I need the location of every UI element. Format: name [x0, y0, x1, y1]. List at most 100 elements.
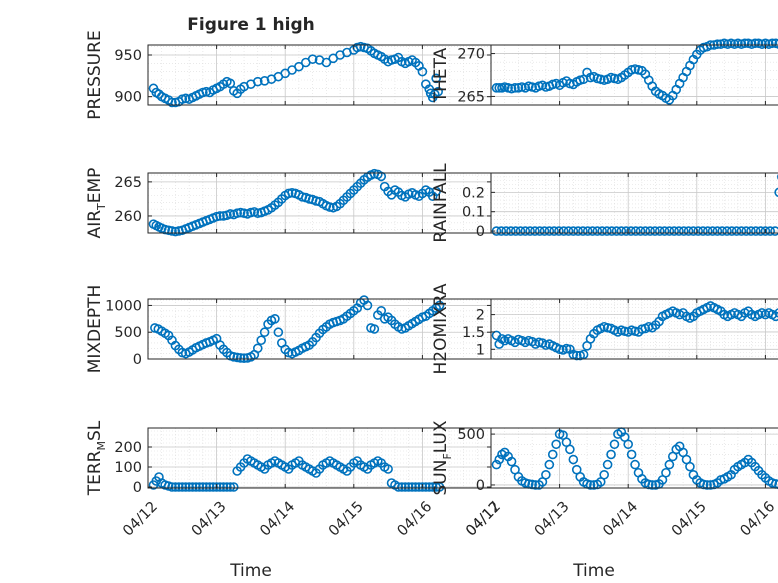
panel-7-data-point — [211, 482, 222, 492]
panel-4-data-point — [674, 226, 684, 236]
panel-7-y-tick-label: 100 — [114, 460, 142, 476]
panel-4-data-point — [659, 226, 670, 236]
panel-7-data-point — [434, 482, 445, 492]
panel-2-y-tick-label: 270 — [457, 47, 485, 63]
panel-7-data-point — [170, 482, 181, 492]
panel-4-data-point — [582, 226, 593, 236]
panel-5-y-tick-label: 0 — [133, 352, 142, 368]
panel-4-data-point — [678, 226, 689, 236]
panel-6-y-tick-label: 1 — [476, 342, 485, 358]
panel-8-data-point — [702, 480, 712, 490]
panel-4-data-point — [621, 226, 631, 236]
panel-6-y-tick-label: 1.5 — [462, 325, 485, 341]
panel-6-data-point — [774, 308, 778, 318]
panel-4-data-point — [534, 226, 545, 236]
panel-8-data-point — [602, 459, 613, 470]
panel-1-data-point — [307, 54, 318, 64]
panel-4-data-point — [520, 226, 531, 236]
panel-7-data-point — [180, 482, 191, 492]
panel-4-data-point — [750, 226, 761, 236]
panel-4-data-point — [702, 226, 713, 236]
panel-3-data-point — [215, 211, 225, 221]
panel-8-data-point — [647, 480, 658, 490]
panel-8-data-point — [661, 467, 671, 478]
panel-5-y-tick-label: 500 — [114, 325, 142, 341]
panel-2-y-axis-label: THETA — [431, 47, 451, 103]
panel-4-data-point — [573, 226, 583, 236]
panel-4-data-point — [597, 226, 607, 236]
panel-4-data-point — [549, 226, 559, 236]
panel-8-data-point — [551, 439, 561, 450]
panel-8-data-point — [609, 439, 620, 450]
panel-4-data-point — [760, 226, 771, 236]
panel-8-data-point — [494, 454, 505, 465]
panel-1-data-point — [252, 76, 263, 87]
panel-5-data-point — [235, 353, 246, 363]
panel-4-y-tick-label: 0.2 — [462, 185, 485, 201]
panel-4-data-point — [606, 226, 617, 236]
panel-4-data-point — [726, 226, 737, 236]
panel-4-y-tick-label: 0.1 — [462, 205, 485, 221]
panel-8-data-point — [774, 479, 778, 490]
panel-4-data-point — [755, 226, 766, 236]
panel-5-y-axis-label: MIXDEPTH — [85, 285, 105, 374]
panel-7-data-point — [410, 482, 421, 492]
panel-4-y-tick-label: 0 — [476, 224, 485, 240]
panel-7-data-point — [174, 482, 184, 492]
panel-4-data-point — [515, 226, 526, 236]
panel-5-data-point — [252, 343, 263, 354]
panel-7-data-point — [403, 482, 414, 492]
panel-4-data-point — [669, 226, 679, 236]
panel-3-y-axis-label: AIRTEMP — [85, 168, 108, 239]
panel-7-data-point — [421, 482, 431, 492]
panel-8-data-point — [630, 459, 640, 470]
panel-8-data-point — [626, 449, 637, 460]
panel-4-data-point — [774, 187, 778, 198]
panel-7-data-point — [400, 482, 411, 492]
panel-1-data-point — [167, 97, 177, 108]
panel-8-y-tick-label: 500 — [457, 427, 485, 443]
panel-6-data-point — [578, 349, 589, 360]
figure-title: Figure 1 high — [187, 15, 315, 35]
panel-4-data-point — [731, 226, 742, 236]
panel-4-data-point — [683, 226, 694, 236]
panel-7-data-point — [184, 482, 194, 492]
panel-4-data-point — [770, 226, 778, 236]
panel-1-data-point — [424, 84, 435, 94]
panel-7-data-point — [417, 482, 428, 492]
panel-7-data-point — [427, 482, 438, 492]
panel-7-y-tick-label: 0 — [133, 480, 142, 496]
panel-2-data-point — [767, 38, 778, 49]
panel-7-data-point — [225, 482, 236, 492]
panel-5-data-point — [270, 314, 280, 324]
panel-7-data-point — [431, 482, 441, 492]
panel-7-data-point — [383, 464, 393, 474]
panel-4-data-point — [554, 226, 564, 236]
panel-7-data-point — [194, 482, 205, 492]
panel-5-data-point — [362, 300, 373, 311]
panel-7-data-point — [167, 482, 177, 492]
panel-8-y-tick-label: 0 — [476, 478, 485, 494]
panel-5-y-tick-label: 1000 — [105, 298, 142, 314]
panel-5-data-point — [239, 353, 249, 363]
panel-8-data-point — [599, 469, 609, 480]
panel-2-axes-box — [490, 44, 778, 106]
panel-4-data-point — [578, 226, 588, 236]
panel-8-y-axis-label: SUNFLUX — [431, 420, 454, 495]
panel-6-plot-area — [491, 299, 778, 359]
panel-4-data-point — [626, 226, 636, 236]
panel-8-data-point — [544, 459, 555, 470]
panel-2-data-point — [750, 38, 760, 49]
panel-4-data-point — [496, 226, 507, 236]
panel-4-data-point — [501, 226, 511, 236]
panel-5-data-point — [369, 324, 380, 334]
panel-3-y-tick-label: 265 — [114, 175, 142, 191]
panel-7-data-point — [414, 482, 424, 492]
panel-2-y-tick-label: 265 — [457, 89, 485, 105]
panel-3-data-point — [376, 171, 387, 182]
panel-4-data-point — [568, 226, 579, 236]
panel-7-data-point — [201, 482, 212, 492]
panel-2-plot-area — [491, 45, 778, 105]
panel-4-data-point — [688, 226, 699, 236]
panel-1-y-axis-label: PRESSURE — [85, 30, 105, 119]
